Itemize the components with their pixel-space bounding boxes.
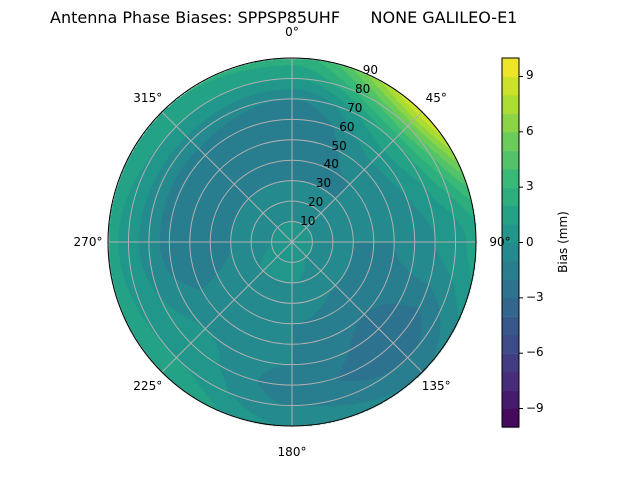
r-tick-label: 10 [300, 214, 316, 229]
theta-tick-label: 180° [277, 445, 307, 459]
theta-tick-label: 225° [133, 379, 163, 394]
theta-tick-label: 135° [421, 379, 451, 394]
r-gridline [250, 200, 334, 284]
r-tick-label: 80 [354, 81, 371, 96]
chart-title: Antenna Phase Biases: SPPSP85UHF NONE GA… [50, 8, 518, 27]
r-gridline [127, 77, 457, 407]
colorbar-tick-label: 6 [526, 123, 534, 138]
theta-tick-label: 315° [133, 90, 163, 105]
polar-frame [107, 57, 477, 427]
r-gridline [189, 139, 395, 345]
colorbar-tick-label: −9 [526, 400, 544, 415]
r-gridline [168, 118, 416, 366]
r-gridline [230, 180, 354, 304]
r-tick-label: 30 [315, 176, 332, 191]
colorbar-tick-label: −6 [526, 345, 544, 360]
r-gridline [148, 98, 436, 386]
r-tick-label: 60 [339, 119, 355, 134]
colorbar-tick-label: −3 [526, 289, 544, 304]
theta-gridline [291, 241, 423, 373]
r-tick-label: 50 [331, 138, 347, 153]
theta-tick-label: 0° [285, 25, 299, 39]
colorbar-tick-label: 3 [526, 179, 534, 194]
colorbar-label: Bias (mm) [556, 211, 570, 273]
theta-tick-label: 90° [489, 235, 511, 249]
colorbar-tick-label: 0 [526, 234, 534, 249]
r-tick-label: 40 [323, 157, 339, 172]
r-gridline [107, 57, 477, 427]
colorbar-tick-label: 9 [526, 68, 534, 83]
theta-gridline [161, 111, 293, 243]
r-gridline [209, 159, 375, 325]
r-tick-label: 70 [347, 100, 363, 115]
r-tick-label: 90 [362, 63, 379, 77]
theta-gridline [161, 241, 293, 373]
theta-tick-label: 270° [73, 235, 103, 249]
r-tick-label: 20 [308, 195, 324, 210]
theta-tick-label: 45° [425, 90, 447, 105]
